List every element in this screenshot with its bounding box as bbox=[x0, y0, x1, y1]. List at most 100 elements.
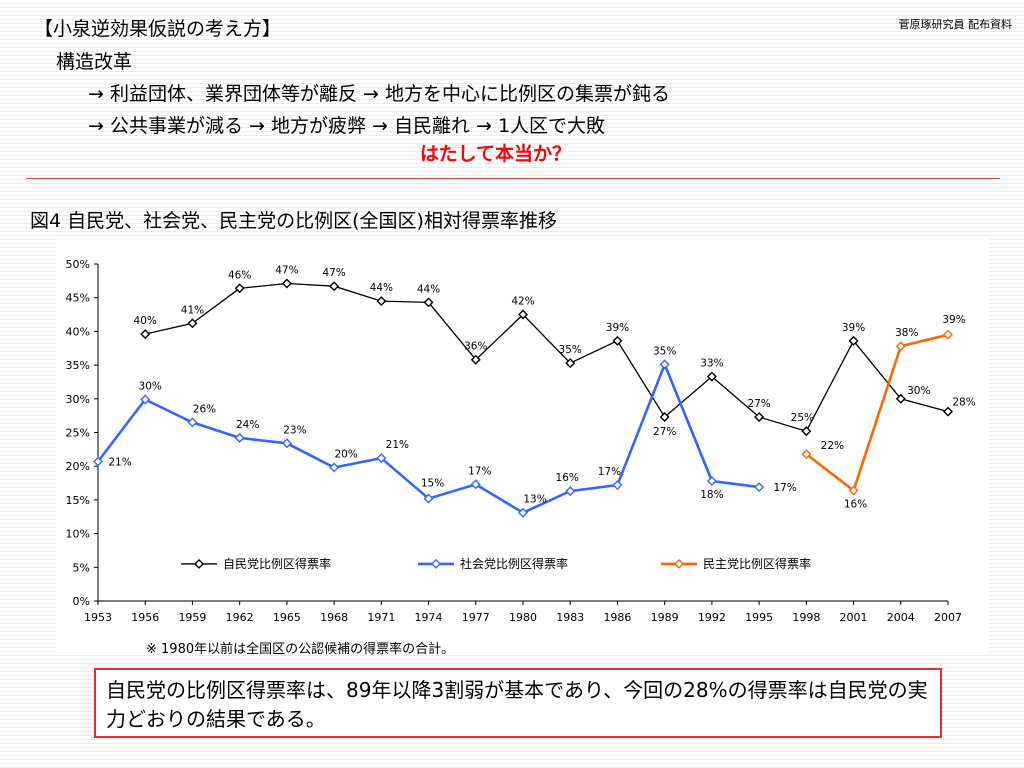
series-3-data-label: 16% bbox=[844, 498, 867, 510]
series-1-point bbox=[848, 335, 859, 346]
series-3-data-label: 39% bbox=[942, 314, 965, 326]
y-tick-label: 15% bbox=[66, 494, 90, 507]
series-1-data-label: 46% bbox=[228, 269, 251, 281]
x-tick-label: 1995 bbox=[745, 611, 773, 624]
series-1-point bbox=[943, 406, 953, 417]
x-tick-label: 1968 bbox=[320, 611, 348, 624]
slide-subtitle: 構造改革 bbox=[56, 51, 133, 73]
conclusion-box: 自民党の比例区得票率は、89年以降3割弱が基本であり、今回の28%の得票率は自民… bbox=[94, 668, 942, 738]
series-2-point bbox=[187, 417, 198, 428]
series-1-data-label: 27% bbox=[653, 426, 676, 438]
series-1-point bbox=[281, 278, 292, 289]
series-2-point bbox=[234, 432, 245, 443]
x-tick-label: 1992 bbox=[698, 611, 726, 624]
series-2-point bbox=[93, 456, 103, 467]
figure-title: 図4 自民党、社会党、民主党の比例区(全国区)相対得票率推移 bbox=[30, 210, 557, 232]
series-3-data-label: 22% bbox=[821, 440, 844, 452]
series-1-point bbox=[706, 371, 717, 382]
chart-area: 0% 5% 10% 15% 20% 25% 30% 35% 40% 45% 50% 1953 1956 1… bbox=[56, 238, 990, 654]
line-chart: 0% 5% 10% 15% 20% 25% 30% 35% 40% 45% 50% 1953 1956 1… bbox=[66, 258, 976, 624]
series-1-data-label: 39% bbox=[606, 322, 629, 334]
legend-marker-1 bbox=[194, 558, 204, 569]
credit-text: 菅原琢研究員 配布資料 bbox=[898, 18, 1013, 31]
series-3-point bbox=[895, 341, 906, 352]
series-1-point bbox=[659, 412, 670, 422]
x-tick-label: 1959 bbox=[178, 611, 206, 624]
series-1-data-label: 41% bbox=[181, 304, 204, 316]
y-tick-label: 5% bbox=[73, 561, 90, 574]
series-1-data-label: 39% bbox=[842, 322, 865, 334]
series-2-data-label: 24% bbox=[236, 419, 259, 431]
x-tick-label: 1989 bbox=[651, 611, 679, 624]
series-2-point bbox=[470, 479, 481, 490]
series-2-data-label: 35% bbox=[653, 345, 676, 357]
x-tick-label: 1983 bbox=[556, 611, 584, 624]
series-1-point bbox=[612, 335, 623, 346]
series-2-data-label: 26% bbox=[193, 403, 216, 415]
series-2-point bbox=[754, 482, 765, 493]
series-1-data-label: 44% bbox=[370, 282, 393, 294]
series-1-data-label: 33% bbox=[700, 358, 723, 370]
x-tick-label: 1953 bbox=[84, 611, 112, 624]
y-tick-label: 25% bbox=[66, 427, 90, 440]
x-tick-label: 1965 bbox=[273, 611, 301, 624]
x-tick-label: 1980 bbox=[509, 611, 537, 624]
series-2-data-label: 20% bbox=[334, 449, 357, 461]
x-tick-label: 1974 bbox=[415, 611, 443, 624]
series-2-point bbox=[518, 507, 528, 518]
y-tick-label: 40% bbox=[66, 325, 90, 338]
series-2-point bbox=[612, 480, 623, 491]
series-1-point bbox=[895, 393, 906, 404]
legend-label-2: 社会党比例区得票率 bbox=[460, 556, 568, 571]
series-2-point bbox=[140, 394, 151, 405]
series-1-data-label: 42% bbox=[511, 296, 534, 308]
series-2-point bbox=[706, 476, 717, 487]
series-3-point bbox=[943, 329, 953, 340]
series-3-line bbox=[805, 333, 949, 493]
hypothesis-line-1: → 利益団体、業界団体等が離反 → 地方を中心に比例区の集票が鈍る bbox=[88, 83, 670, 105]
series-1-line bbox=[145, 282, 949, 432]
series-1-data-label: 30% bbox=[907, 385, 930, 397]
series-1-point bbox=[518, 309, 528, 320]
y-tick-label: 10% bbox=[66, 528, 90, 541]
series-2-data-label: 17% bbox=[773, 482, 796, 494]
series-1-point bbox=[801, 426, 812, 437]
series-2-point bbox=[659, 359, 670, 370]
series-1-data-label: 44% bbox=[417, 283, 440, 295]
legend-marker-3 bbox=[674, 558, 684, 569]
x-tick-label: 1962 bbox=[226, 611, 254, 624]
series-1-point bbox=[234, 283, 245, 294]
series-2-data-label: 17% bbox=[468, 465, 491, 477]
series-2-point bbox=[329, 462, 340, 473]
series-2-line bbox=[96, 360, 760, 515]
series-2-data-label: 21% bbox=[108, 456, 131, 468]
series-3-point bbox=[801, 449, 812, 460]
question-text: はたして本当か？ bbox=[420, 143, 572, 165]
series-1-point bbox=[140, 329, 151, 340]
legend-label-3: 民主党比例区得票率 bbox=[703, 556, 811, 571]
series-2-point bbox=[281, 438, 292, 449]
legend-label-1: 自民党比例区得票率 bbox=[223, 556, 331, 571]
series-1-data-label: 28% bbox=[952, 397, 975, 409]
series-2-point bbox=[565, 486, 576, 497]
series-1-data-label: 40% bbox=[134, 315, 157, 327]
x-tick-label: 1986 bbox=[603, 611, 631, 624]
series-2-point bbox=[376, 453, 387, 464]
series-1-data-label: 25% bbox=[791, 412, 814, 424]
series-2-data-label: 16% bbox=[556, 472, 579, 484]
y-tick-label: 35% bbox=[66, 359, 90, 372]
series-2-point bbox=[423, 493, 434, 504]
series-1-data-label: 27% bbox=[747, 398, 770, 410]
series-1-data-label: 36% bbox=[464, 341, 487, 353]
series-1-point bbox=[754, 412, 765, 422]
legend-marker-2 bbox=[431, 558, 441, 569]
series-2-data-label: 30% bbox=[139, 380, 162, 392]
y-tick-label: 20% bbox=[66, 460, 90, 473]
footnote: ※ 1980年以前は全国区の公認候補の得票率の合計。 bbox=[146, 642, 455, 657]
series-1-point bbox=[376, 296, 387, 307]
series-1-data-label: 47% bbox=[275, 265, 298, 277]
x-tick-label: 1977 bbox=[462, 611, 490, 624]
x-tick-label: 2004 bbox=[887, 611, 915, 624]
y-tick-label: 50% bbox=[66, 258, 90, 271]
series-2-data-label: 17% bbox=[598, 466, 621, 478]
